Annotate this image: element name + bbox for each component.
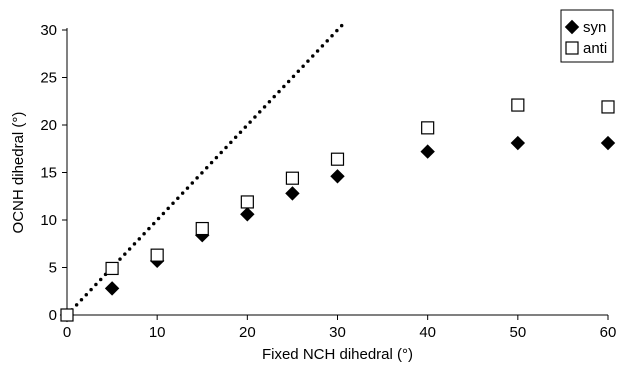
legend-marker-anti <box>565 41 579 55</box>
syn-point <box>510 135 526 151</box>
anti-point <box>421 121 435 135</box>
x-tick-label: 0 <box>63 324 71 341</box>
y-tick-label: 15 <box>40 165 57 182</box>
x-tick-label: 40 <box>419 324 436 341</box>
x-tick-label: 60 <box>600 324 617 341</box>
anti-point <box>150 248 164 262</box>
y-tick-label: 25 <box>40 70 57 87</box>
y-tick-label: 0 <box>49 307 57 324</box>
syn-point <box>420 144 435 159</box>
axes: 0 10 20 30 40 50 60 0 5 10 15 20 25 30 <box>40 22 616 341</box>
anti-point <box>285 171 300 185</box>
legend-label-syn: syn <box>583 19 606 36</box>
anti-point <box>105 261 119 276</box>
x-axis-label: Fixed NCH dihedral (°) <box>262 346 413 363</box>
x-tick-label: 50 <box>509 324 526 341</box>
anti-point <box>511 98 525 112</box>
syn-point <box>240 207 255 222</box>
syn-point <box>104 281 120 296</box>
anti-point <box>330 152 345 166</box>
anti-point <box>240 195 254 209</box>
y-tick-label: 20 <box>40 117 57 134</box>
y-tick-label: 5 <box>49 260 57 277</box>
x-tick-label: 10 <box>149 324 166 341</box>
anti-point <box>195 221 209 236</box>
syn-point <box>330 169 345 184</box>
syn-point <box>285 186 300 201</box>
x-tick-label: 30 <box>329 324 346 341</box>
data-points <box>59 98 616 323</box>
legend-marker-syn <box>564 19 580 35</box>
x-tick-label: 20 <box>239 324 256 341</box>
y-tick-label: 30 <box>40 22 57 39</box>
legend-label-anti: anti <box>583 40 607 57</box>
axis-labels: Fixed NCH dihedral (°) OCNH dihedral (°) <box>10 112 413 363</box>
anti-point <box>601 100 615 114</box>
y-tick-label: 10 <box>40 212 57 229</box>
y-axis-label: OCNH dihedral (°) <box>10 112 27 234</box>
anti-point <box>60 308 74 322</box>
syn-point <box>600 135 616 151</box>
legend: syn anti <box>560 9 614 63</box>
